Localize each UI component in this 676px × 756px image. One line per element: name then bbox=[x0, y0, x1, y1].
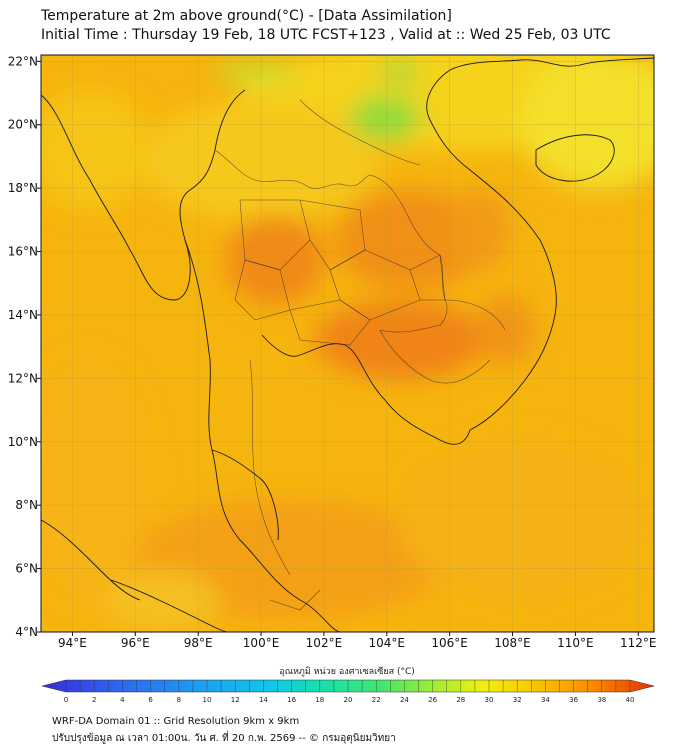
colorbar-tick-label: 26 bbox=[428, 696, 437, 704]
colorbar-tick-label: 12 bbox=[231, 696, 240, 704]
lat-tick-label: 12°N bbox=[8, 371, 38, 385]
colorbar-tick-label: 30 bbox=[485, 696, 494, 704]
colorbar-tick-label: 8 bbox=[177, 696, 181, 704]
colorbar-tick-label: 18 bbox=[315, 696, 324, 704]
lat-tick-label: 18°N bbox=[8, 181, 38, 195]
lon-tick-label: 108°E bbox=[494, 636, 531, 650]
colorbar-tick-label: 32 bbox=[513, 696, 522, 704]
lon-tick-label: 104°E bbox=[369, 636, 406, 650]
colorbar-tick-label: 14 bbox=[259, 696, 268, 704]
lat-tick-label: 14°N bbox=[8, 308, 38, 322]
coastlines bbox=[41, 57, 654, 632]
colorbar-tick-label: 38 bbox=[597, 696, 606, 704]
colorbar-tick-label: 36 bbox=[569, 696, 578, 704]
graticule bbox=[41, 55, 654, 633]
colorbar-tick-label: 10 bbox=[203, 696, 212, 704]
temperature-field bbox=[41, 55, 654, 632]
colorbar-tick-label: 2 bbox=[92, 696, 96, 704]
colorbar-tick-label: 4 bbox=[120, 696, 125, 704]
lon-tick-label: 94°E bbox=[58, 636, 87, 650]
colorbar-tick-label: 20 bbox=[344, 696, 353, 704]
lat-tick-label: 20°N bbox=[8, 118, 38, 132]
colorbar-tick-label: 40 bbox=[626, 696, 635, 704]
footer-update-info: ปรับปรุงข้อมูล ณ เวลา 01:00น. วัน ศ. ที่… bbox=[52, 733, 396, 744]
colorbar-tick-label: 0 bbox=[64, 696, 68, 704]
lon-tick-label: 102°E bbox=[306, 636, 343, 650]
colorbar-tick-label: 24 bbox=[400, 696, 409, 704]
map-frame bbox=[40, 54, 655, 633]
chart-title: Temperature at 2m above ground(°C) - [Da… bbox=[41, 8, 452, 24]
lat-tick-label: 8°N bbox=[15, 498, 38, 512]
lat-tick-label: 4°N bbox=[15, 625, 38, 639]
lon-tick-label: 100°E bbox=[243, 636, 280, 650]
lon-tick-label: 112°E bbox=[620, 636, 657, 650]
lat-tick-label: 6°N bbox=[15, 562, 38, 576]
lat-tick-label: 16°N bbox=[8, 245, 38, 259]
colorbar-tick-label: 34 bbox=[541, 696, 550, 704]
lon-tick-label: 106°E bbox=[431, 636, 468, 650]
colorbar-tick-label: 16 bbox=[287, 696, 296, 704]
lon-tick-label: 96°E bbox=[121, 636, 150, 650]
footer-grid-info: WRF-DA Domain 01 :: Grid Resolution 9km … bbox=[52, 716, 300, 727]
admin-borders bbox=[214, 99, 506, 611]
colorbar-tick-label: 22 bbox=[372, 696, 381, 704]
lat-tick-label: 22°N bbox=[8, 54, 38, 68]
colorbar-tick-label: 28 bbox=[456, 696, 465, 704]
lon-tick-label: 110°E bbox=[557, 636, 594, 650]
lon-tick-label: 98°E bbox=[184, 636, 213, 650]
colorbar-label: อุณหภูมิ หน่วย องศาเซลเซียส (°C) bbox=[279, 666, 415, 677]
colorbar-tick-label: 6 bbox=[148, 696, 153, 704]
lat-tick-label: 10°N bbox=[8, 435, 38, 449]
chart-subtitle: Initial Time : Thursday 19 Feb, 18 UTC F… bbox=[41, 27, 611, 43]
